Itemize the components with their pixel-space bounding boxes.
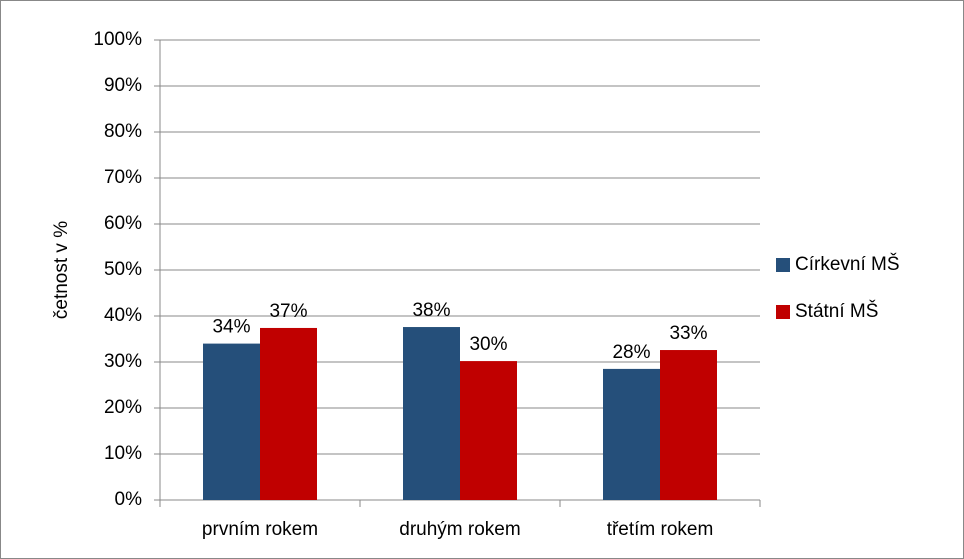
legend-label: Církevní MŠ [795,253,900,275]
y-axis-title: četnost v % [51,221,72,319]
bar [260,327,317,500]
data-label: 28% [612,342,650,363]
x-tick-label: prvním rokem [202,519,318,540]
y-tick-label: 20% [104,397,142,418]
bar [660,350,717,500]
bar [403,327,460,500]
y-tick-label: 60% [104,213,142,234]
y-tick-label: 90% [104,75,142,96]
legend-swatch [776,258,790,272]
x-tick-label: třetím rokem [607,519,714,540]
y-tick-label: 10% [104,443,142,464]
y-tick-label: 30% [104,351,142,372]
y-tick-label: 40% [104,305,142,326]
y-tick-label: 100% [93,29,142,50]
y-tick-label: 80% [104,121,142,142]
data-label: 33% [669,323,707,344]
y-tick-label: 70% [104,167,142,188]
legend-label: Státní MŠ [795,300,878,322]
y-tick-label: 50% [104,259,142,280]
data-label: 37% [269,301,307,322]
data-label: 34% [212,317,250,338]
bar [460,361,517,500]
x-tick-label: druhým rokem [399,519,520,540]
y-tick-label: 0% [115,489,143,510]
data-label: 38% [412,300,450,321]
bar [203,343,260,500]
legend-swatch [776,305,790,319]
bar [603,368,660,500]
data-label: 30% [469,334,507,355]
